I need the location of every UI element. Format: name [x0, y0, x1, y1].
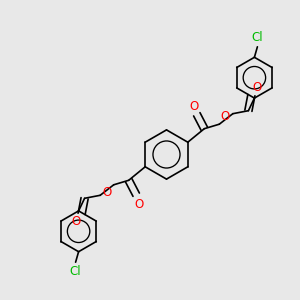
- Text: O: O: [190, 100, 199, 113]
- Text: O: O: [72, 215, 81, 228]
- Text: O: O: [102, 186, 111, 199]
- Text: O: O: [221, 110, 230, 123]
- Text: O: O: [135, 198, 144, 211]
- Text: Cl: Cl: [70, 265, 81, 278]
- Text: O: O: [252, 81, 261, 94]
- Text: Cl: Cl: [252, 32, 263, 44]
